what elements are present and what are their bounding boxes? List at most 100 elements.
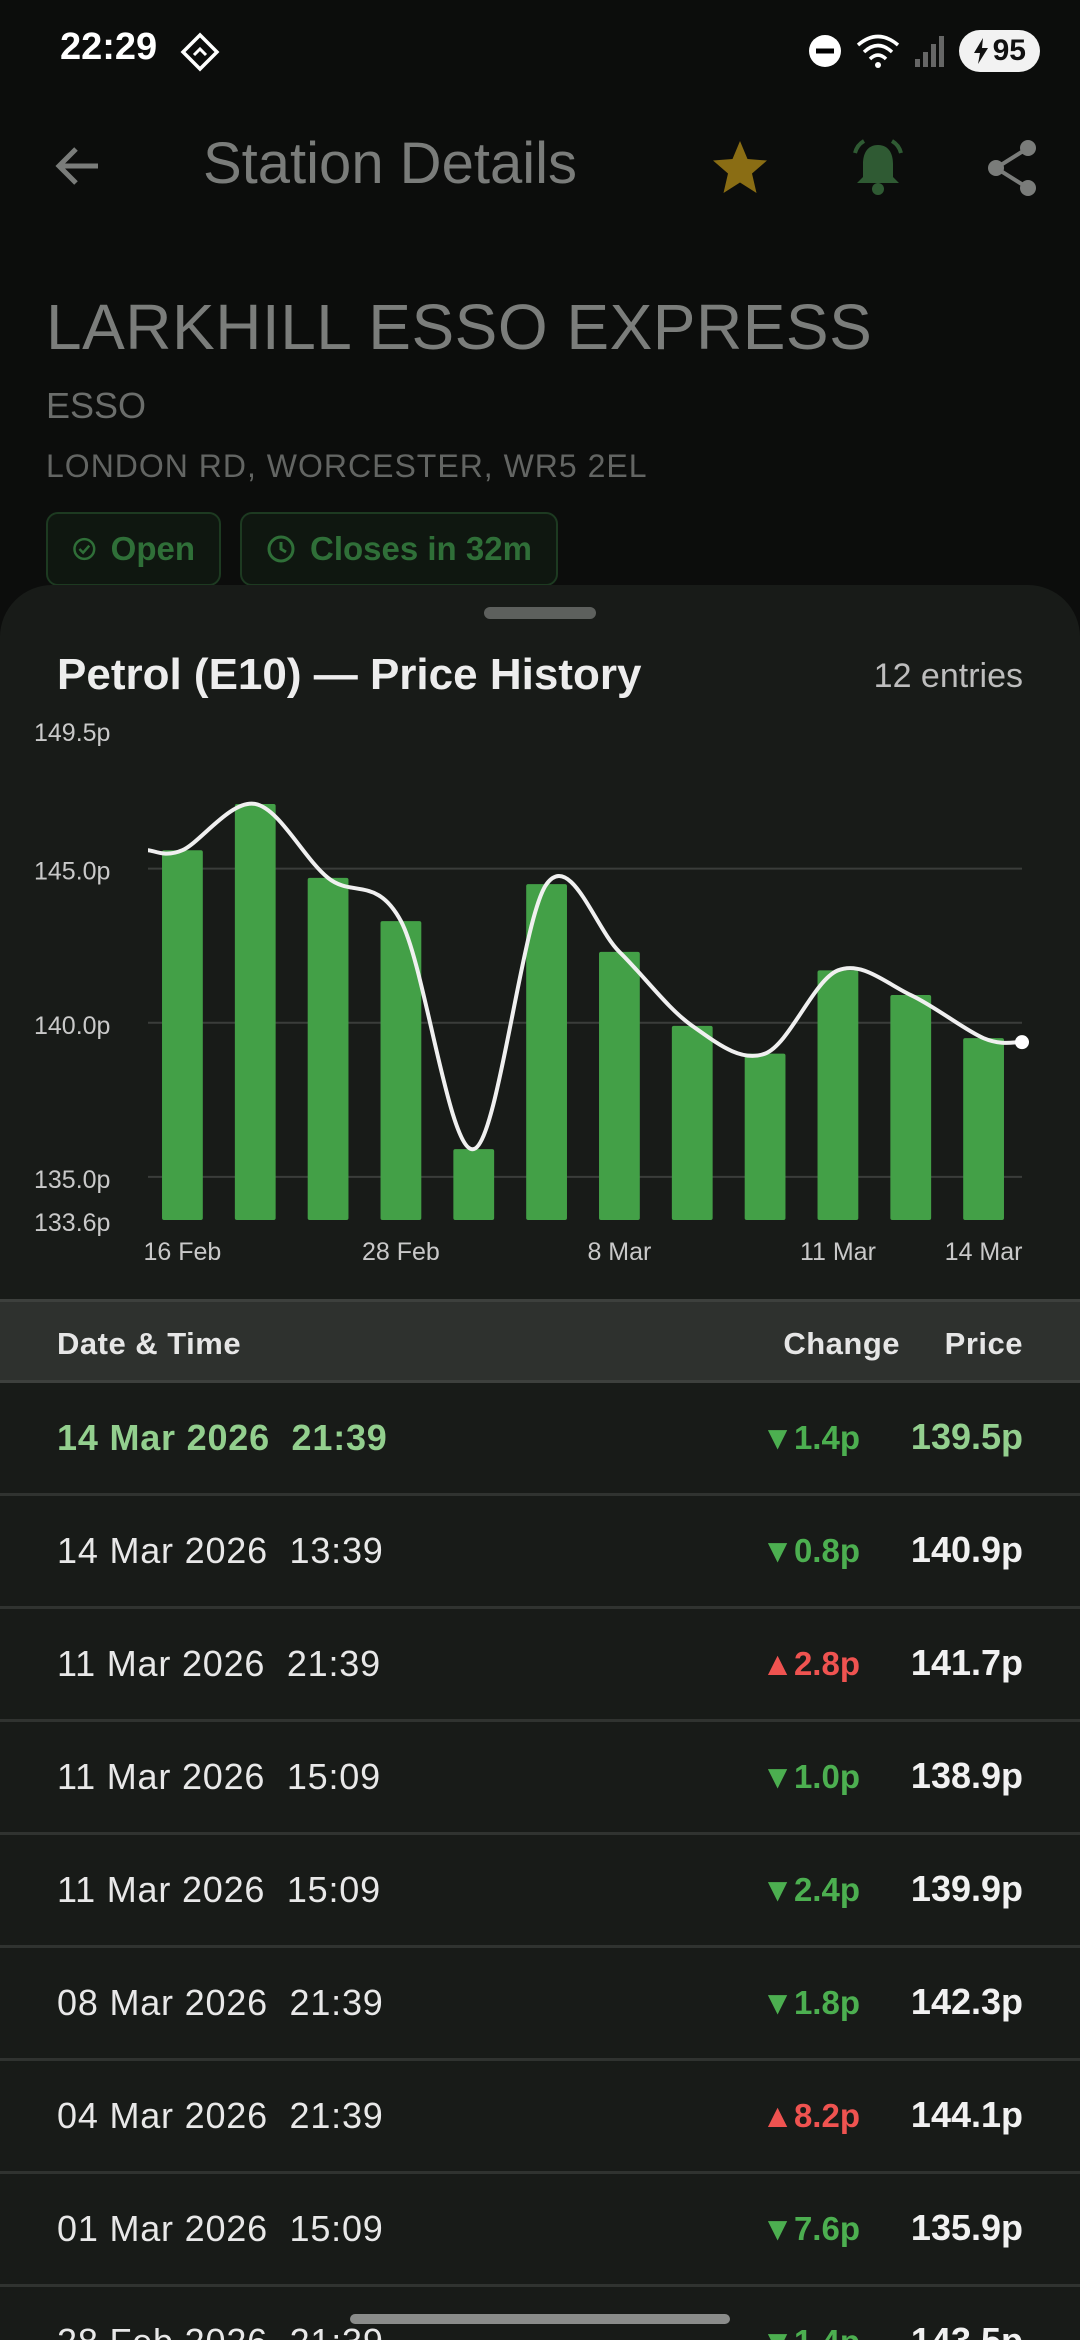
cell-signal-icon bbox=[914, 36, 944, 67]
status-bar: 22:29 95 bbox=[0, 0, 1080, 100]
open-status-chip: Open bbox=[46, 512, 221, 586]
row-price: 138.9p bbox=[910, 1755, 1023, 1796]
station-brand: ESSO bbox=[46, 385, 147, 426]
page-title: Station Details bbox=[203, 131, 577, 196]
table-row[interactable]: 28 Feb 2026 21:39 ▼1.4p 143.5p bbox=[0, 2287, 1080, 2340]
table-row[interactable]: 01 Mar 2026 15:09 ▼7.6p 135.9p bbox=[0, 2174, 1080, 2287]
row-price-change: ▼1.4p bbox=[760, 2323, 860, 2340]
open-status-label: Open bbox=[110, 530, 195, 567]
row-price-change: ▲2.8p bbox=[761, 1645, 860, 1682]
y-tick-label: 149.5p bbox=[34, 719, 110, 747]
sheet-drag-handle[interactable] bbox=[484, 607, 596, 619]
row-price: 139.5p bbox=[910, 1416, 1023, 1457]
chart-bar bbox=[817, 970, 859, 1220]
table-row[interactable]: 11 Mar 2026 15:09 ▼2.4p 139.9p bbox=[0, 1835, 1080, 1948]
row-date-time: 01 Mar 2026 15:09 bbox=[57, 2208, 384, 2249]
battery-level: 95 bbox=[992, 34, 1026, 67]
charging-bolt-icon bbox=[973, 38, 988, 64]
status-icons: 95 bbox=[807, 28, 1040, 74]
row-date-time: 11 Mar 2026 15:09 bbox=[57, 1869, 381, 1910]
status-time: 22:29 bbox=[60, 26, 158, 68]
price-history-chart: 149.5p 145.0p 140.0p 135.0p 133.6p 16 Feb 28 F… bbox=[34, 719, 1029, 1260]
trend-line bbox=[147, 801, 1023, 1152]
clock-icon bbox=[267, 535, 295, 563]
row-date-time: 11 Mar 2026 21:39 bbox=[57, 1643, 381, 1684]
chart-bar bbox=[162, 850, 203, 1220]
x-tick-label: 16 Feb bbox=[143, 1238, 221, 1260]
chart-bar bbox=[963, 1038, 1004, 1220]
chart-bar bbox=[599, 951, 640, 1220]
trend-line-endpoint bbox=[1015, 1035, 1029, 1050]
x-tick-label: 11 Mar bbox=[800, 1238, 876, 1260]
chart-bar bbox=[380, 921, 422, 1220]
entry-count: 12 entries bbox=[873, 657, 1023, 695]
column-header-price: Price bbox=[944, 1326, 1023, 1361]
row-price: 139.9p bbox=[910, 1868, 1023, 1909]
column-header-change: Change bbox=[783, 1326, 900, 1361]
top-app-bar: Station Details bbox=[0, 110, 1080, 220]
chart-bar bbox=[526, 884, 567, 1220]
row-price: 140.9p bbox=[910, 1529, 1023, 1570]
table-row[interactable]: 14 Mar 2026 21:39 ▼1.4p 139.5p bbox=[0, 1383, 1080, 1496]
y-tick-label: 135.0p bbox=[34, 1166, 110, 1194]
row-price: 141.7p bbox=[910, 1642, 1023, 1683]
y-tick-label: 145.0p bbox=[34, 858, 110, 886]
row-date-time: 14 Mar 2026 13:39 bbox=[57, 1530, 384, 1571]
closing-time-label: Closes in 32m bbox=[310, 530, 532, 567]
price-alert-button[interactable] bbox=[838, 128, 918, 208]
home-indicator[interactable] bbox=[350, 2314, 730, 2324]
row-price-change: ▼1.8p bbox=[761, 1984, 860, 2021]
row-price-change: ▼0.8p bbox=[761, 1532, 860, 1569]
chart-bar bbox=[744, 1053, 786, 1220]
battery-indicator: 95 bbox=[958, 30, 1040, 72]
bell-icon bbox=[853, 139, 903, 195]
chart-bar bbox=[890, 995, 932, 1220]
row-price-change: ▼1.0p bbox=[761, 1758, 860, 1795]
table-row[interactable]: 11 Mar 2026 21:39 ▲2.8p 141.7p bbox=[0, 1609, 1080, 1722]
table-row[interactable]: 04 Mar 2026 21:39 ▲8.2p 144.1p bbox=[0, 2061, 1080, 2174]
row-date-time: 08 Mar 2026 21:39 bbox=[57, 1982, 384, 2023]
row-date-time: 04 Mar 2026 21:39 bbox=[57, 2095, 384, 2136]
station-name: LARKHILL ESSO EXPRESS bbox=[46, 291, 873, 363]
row-date-time: 11 Mar 2026 15:09 bbox=[57, 1756, 381, 1797]
favorite-button[interactable] bbox=[700, 128, 780, 208]
chart-bar bbox=[671, 1025, 713, 1220]
chart-bar bbox=[234, 803, 276, 1220]
table-row[interactable]: 08 Mar 2026 21:39 ▼1.8p 142.3p bbox=[0, 1948, 1080, 2061]
x-tick-label: 28 Feb bbox=[362, 1238, 440, 1260]
row-price: 144.1p bbox=[910, 2094, 1023, 2135]
chart-bar bbox=[453, 1149, 495, 1220]
row-price-change: ▼2.4p bbox=[761, 1871, 860, 1908]
wifi-icon bbox=[856, 34, 899, 68]
y-tick-label: 140.0p bbox=[34, 1012, 110, 1040]
table-row[interactable]: 14 Mar 2026 13:39 ▼0.8p 140.9p bbox=[0, 1496, 1080, 1609]
table-row[interactable]: 11 Mar 2026 15:09 ▼1.0p 138.9p bbox=[0, 1722, 1080, 1835]
navigation-diamond-icon bbox=[180, 32, 220, 72]
y-tick-label: 133.6p bbox=[34, 1209, 110, 1237]
do-not-disturb-icon bbox=[808, 35, 841, 67]
check-circle-icon bbox=[73, 537, 96, 561]
price-history-sheet: Petrol (E10) — Price History 12 entries … bbox=[0, 585, 1080, 2340]
sheet-title: Petrol (E10) — Price History bbox=[57, 650, 642, 699]
station-address: LONDON RD, WORCESTER, WR5 2EL bbox=[46, 448, 648, 484]
row-price: 143.5p bbox=[911, 2320, 1023, 2340]
x-tick-label: 14 Mar bbox=[945, 1238, 1023, 1260]
price-history-table: 14 Mar 2026 21:39 ▼1.4p 139.5p 14 Mar 2026 … bbox=[0, 1383, 1080, 2340]
share-button[interactable] bbox=[972, 128, 1052, 208]
row-price-change: ▼7.6p bbox=[761, 2210, 860, 2247]
row-price: 142.3p bbox=[910, 1981, 1023, 2022]
star-icon bbox=[713, 141, 767, 193]
row-date-time: 28 Feb 2026 21:39 bbox=[57, 2321, 384, 2340]
column-header-date: Date & Time bbox=[57, 1326, 242, 1361]
arrow-back-icon bbox=[55, 147, 98, 185]
row-date-time: 14 Mar 2026 21:39 bbox=[57, 1417, 388, 1458]
back-button[interactable] bbox=[40, 128, 116, 204]
closing-time-chip: Closes in 32m bbox=[240, 512, 558, 586]
row-price: 135.9p bbox=[910, 2207, 1023, 2248]
x-tick-label: 8 Mar bbox=[587, 1238, 651, 1260]
row-price-change: ▼1.4p bbox=[761, 1419, 860, 1456]
share-icon bbox=[988, 140, 1036, 196]
table-header: Date & Time Change Price bbox=[0, 1299, 1080, 1383]
row-price-change: ▲8.2p bbox=[761, 2097, 860, 2134]
